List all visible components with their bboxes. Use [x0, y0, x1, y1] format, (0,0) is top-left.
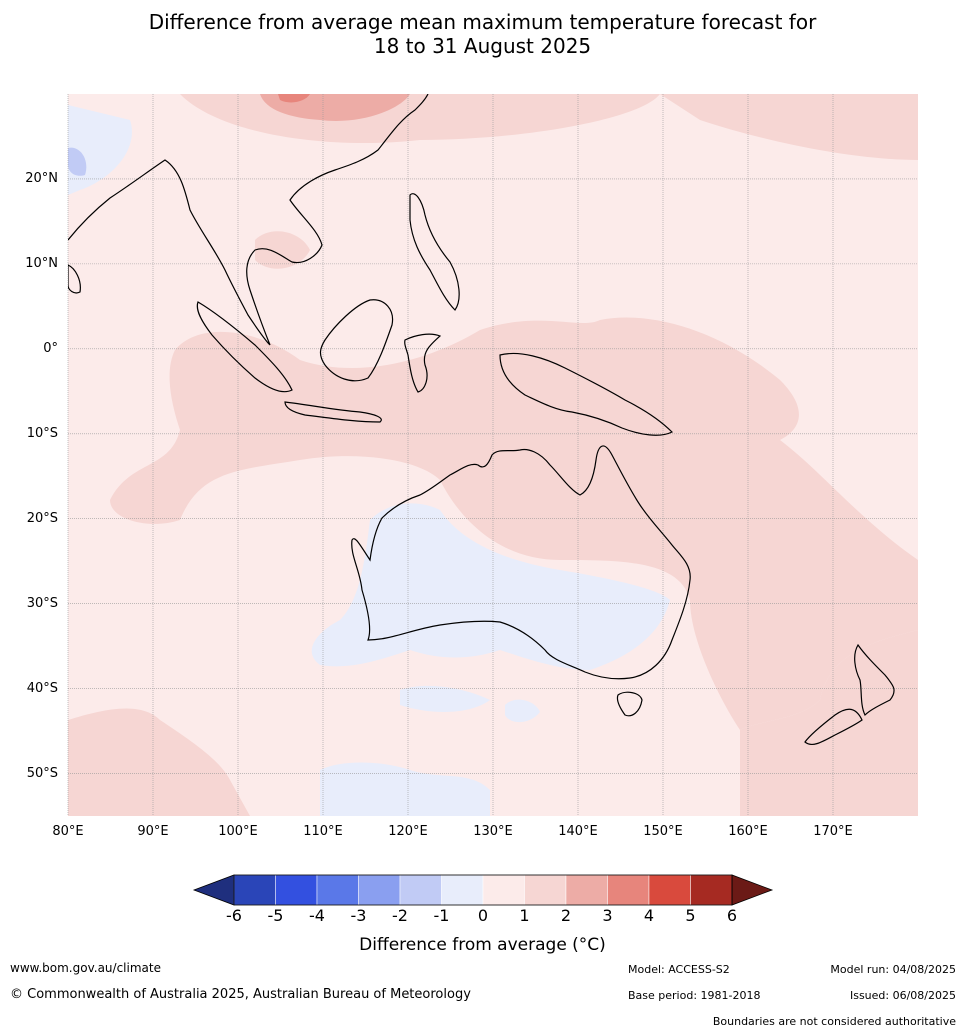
colorbar-segment — [399, 874, 442, 906]
latitude-label: 40°S — [26, 680, 58, 696]
issued-text: Issued: 06/08/2025 — [849, 989, 956, 1002]
sumatra-coast — [196, 301, 293, 393]
colorbar — [192, 874, 774, 906]
colorbar-tick-label: -3 — [350, 906, 367, 925]
anomaly-region-south-cool — [400, 685, 490, 712]
latitude-label: 30°S — [26, 595, 58, 611]
nz-north-coast — [854, 643, 895, 717]
longitude-label: 160°E — [728, 824, 768, 839]
website-text: www.bom.gov.au/climate — [10, 961, 161, 975]
anomaly-region-indochina-2to3 — [255, 231, 310, 269]
latitude-label: 10°N — [25, 255, 58, 271]
colorbar-tick-label: -4 — [309, 906, 325, 925]
longitude-label: 130°E — [473, 824, 513, 839]
anomaly-region-southwest — [68, 708, 250, 816]
anomaly-region-southern-cool — [320, 762, 490, 816]
longitude-label: 150°E — [643, 824, 683, 839]
boundaries-text: Boundaries are not considered authoritat… — [712, 1015, 956, 1028]
colorbar-segment — [482, 874, 525, 906]
latitude-label: 20°S — [26, 510, 58, 526]
copyright-text: © Commonwealth of Australia 2025, Austra… — [10, 987, 471, 1002]
colorbar-tick-label: 3 — [602, 906, 613, 925]
anomaly-region-tasman — [740, 630, 918, 816]
colorbar-arrow-high — [731, 874, 774, 906]
colorbar-title: Difference from average (°C) — [359, 935, 606, 955]
latitude-label: 10°S — [26, 425, 58, 441]
colorbar-segment — [607, 874, 650, 906]
graticule — [67, 94, 918, 816]
colorbar-tick-label: 6 — [726, 906, 738, 925]
colorbar-segment — [233, 874, 276, 906]
title-line-2: 18 to 31 August 2025 — [373, 34, 592, 58]
model-run-text: Model run: 04/08/2025 — [830, 963, 956, 976]
sulawesi-coast — [404, 333, 442, 393]
borneo-coast — [319, 299, 394, 382]
colorbar-segment — [565, 874, 608, 906]
longitude-label: 140°E — [558, 824, 598, 839]
colorbar-tick-label: -5 — [267, 906, 284, 925]
tasmania-coast — [616, 691, 643, 717]
longitude-label: 100°E — [218, 824, 258, 839]
colorbar-segment — [524, 874, 567, 906]
latitude-label: 50°S — [26, 765, 58, 781]
philippines-coast — [409, 193, 460, 311]
anomaly-region-bight-cool — [505, 699, 540, 723]
colorbar-tick-label: -1 — [433, 906, 450, 925]
java-coast — [284, 401, 382, 423]
longitude-label: 170°E — [813, 824, 853, 839]
longitude-label: 90°E — [137, 824, 169, 839]
coastlines — [68, 94, 895, 746]
anomaly-region-northeast — [660, 94, 918, 160]
model-text: Model: ACCESS-S2 — [628, 963, 730, 976]
colorbar-segment — [441, 874, 484, 906]
new-guinea-coast — [499, 352, 674, 436]
colorbar-segment — [316, 874, 359, 906]
asia-coast — [68, 94, 429, 346]
longitude-label: 80°E — [52, 824, 84, 839]
colorbar-tick-label: 5 — [685, 906, 696, 925]
sri-lanka-coast — [68, 264, 81, 294]
colorbar-tick-label: 0 — [477, 906, 489, 925]
anomaly-region-india-cooler — [68, 147, 87, 176]
latitude-label: 0° — [43, 340, 58, 356]
colorbar-tick-label: 1 — [519, 906, 530, 925]
colorbar-arrow-low — [192, 874, 235, 906]
colorbar-segment — [275, 874, 318, 906]
colorbar-tick-label: -2 — [392, 906, 408, 925]
colorbar-segment — [690, 874, 733, 906]
anomaly-region-australia-cool — [311, 503, 670, 670]
anomaly-contours — [68, 94, 918, 816]
colorbar-segment — [648, 874, 691, 906]
chart-title: Difference from average mean maximum tem… — [0, 10, 965, 58]
anomaly-region-australia-north — [110, 317, 918, 816]
colorbar-tick-label: -6 — [226, 906, 242, 925]
title-line-1: Difference from average mean maximum tem… — [148, 10, 817, 34]
colorbar-tick-label: 4 — [643, 906, 655, 925]
colorbar-outline — [233, 874, 733, 906]
anomaly-region-china-3to4 — [278, 94, 310, 103]
longitude-label: 110°E — [303, 824, 343, 839]
longitude-label: 120°E — [388, 824, 428, 839]
colorbar-tick-label: 2 — [560, 906, 572, 925]
nz-south-coast — [804, 708, 863, 746]
australia-coast — [351, 445, 691, 680]
colorbar-segment — [358, 874, 401, 906]
latitude-label: 20°N — [25, 170, 58, 186]
base-period-text: Base period: 1981-2018 — [628, 989, 761, 1002]
